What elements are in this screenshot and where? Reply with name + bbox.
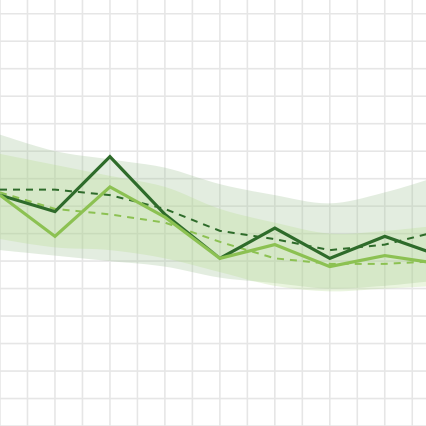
- trend-lines: [0, 188, 426, 265]
- dark-band-area: [0, 134, 426, 289]
- data-series-lines: [0, 154, 426, 269]
- confidence-bands: [0, 134, 426, 292]
- dark-trend-line: [0, 188, 426, 252]
- light-trend-line: [0, 191, 426, 265]
- light-series-line: [0, 184, 426, 269]
